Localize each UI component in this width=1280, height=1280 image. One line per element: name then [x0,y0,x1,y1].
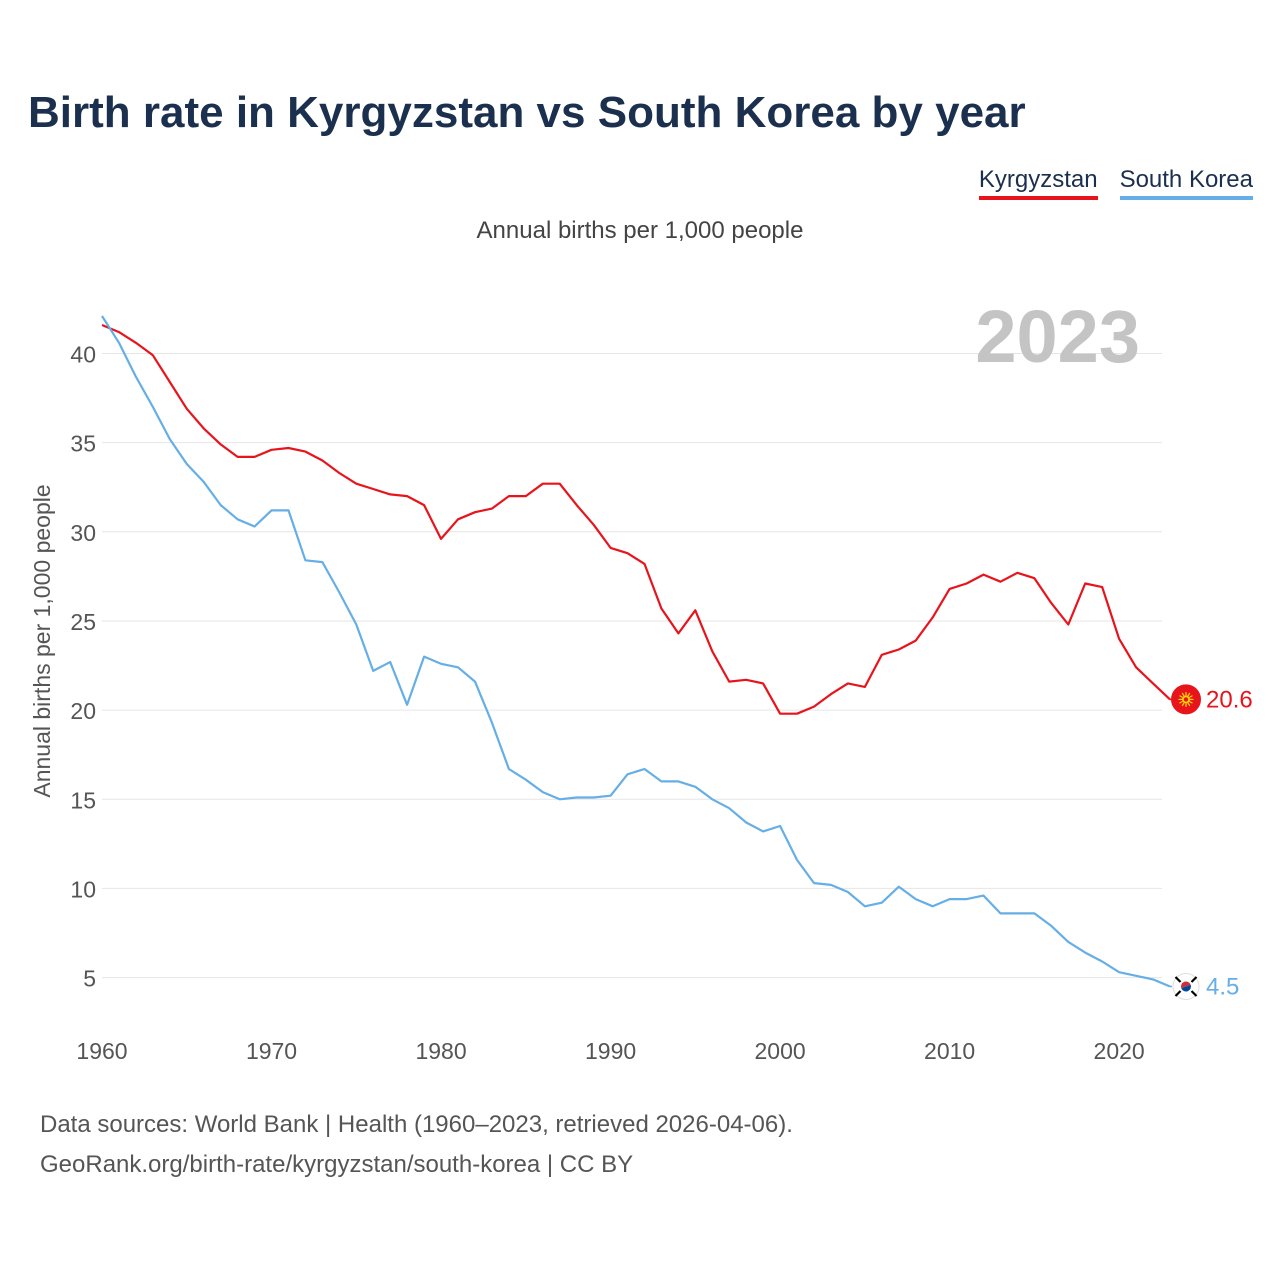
x-tick-label: 2010 [924,1038,975,1064]
y-tick-label: 10 [70,876,96,902]
year-watermark: 2023 [975,295,1140,378]
x-tick-label: 1970 [246,1038,297,1064]
sources-line: Data sources: World Bank | Health (1960–… [40,1111,793,1138]
series-lines [101,315,1171,988]
data-sources: Data sources: World Bank | Health (1960–… [40,1105,793,1185]
y-tick-label: 40 [70,341,96,367]
x-axis-ticks: 1960 1970 1980 1990 2000 2010 2020 [76,1038,1144,1064]
series-line-south-korea [101,315,1171,988]
x-tick-label: 2020 [1094,1038,1145,1064]
kyrgyzstan-flag-icon [1171,684,1201,715]
end-labels: 20.6 4.5 [1170,684,1253,1001]
y-axis-label: Annual births per 1,000 people [29,484,55,797]
end-label-south-korea: 4.5 [1206,974,1239,1001]
y-tick-label: 15 [70,787,96,813]
south-korea-flag-icon [1172,973,1200,1000]
x-tick-label: 1960 [76,1038,127,1064]
y-tick-label: 35 [70,431,96,457]
legend-item-south-korea[interactable]: South Korea [1119,166,1253,200]
y-tick-label: 25 [70,609,96,635]
end-label-kyrgyzstan: 20.6 [1206,686,1253,713]
y-tick-label: 20 [70,698,96,724]
y-tick-label: 5 [83,966,96,992]
legend-item-kyrgyzstan[interactable]: Kyrgyzstan [978,166,1098,200]
chart-title: Birth rate in Kyrgyzstan vs South Korea … [28,88,1026,137]
x-tick-label: 2000 [755,1038,806,1064]
series-line-kyrgyzstan [101,323,1171,715]
grid-lines [102,352,1162,979]
y-axis-ticks: 5 10 15 20 25 30 35 40 [70,341,96,991]
x-tick-label: 1990 [585,1038,636,1064]
x-tick-label: 1980 [415,1038,466,1064]
chart-subtitle: Annual births per 1,000 people [476,217,804,244]
sources-url[interactable]: GeoRank.org/birth-rate/kyrgyzstan/south-… [40,1151,634,1178]
legend: Kyrgyzstan South Korea [978,166,1253,200]
y-tick-label: 30 [70,520,96,546]
